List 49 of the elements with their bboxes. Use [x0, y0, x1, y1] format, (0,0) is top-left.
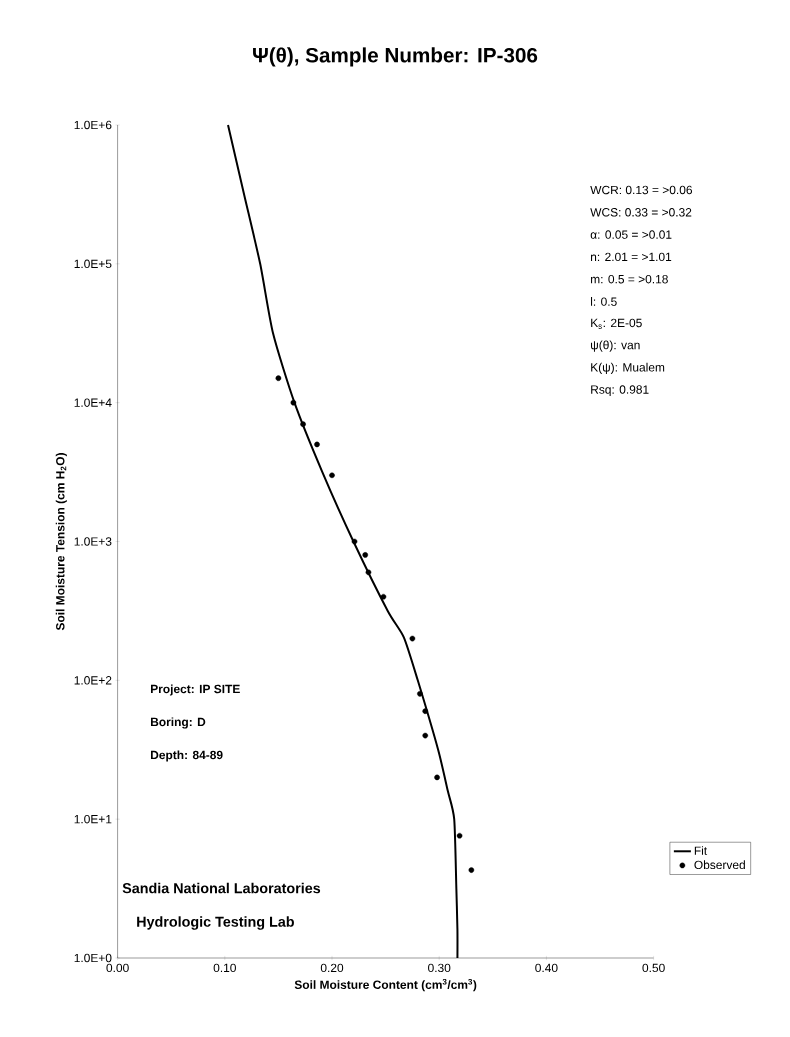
chart-title: Ψ(θ), Sample Number: IP-306	[253, 47, 538, 67]
annotation: n: 2.01 = >1.01	[591, 252, 672, 262]
annotation: ψ(θ): van	[590, 340, 640, 352]
annotation: Sandia National Laboratories	[122, 882, 321, 894]
y-tick-label: 1.0E+3	[74, 537, 112, 546]
annotation: WCR: 0.13 = >0.06	[590, 185, 693, 195]
annotation: Hydrologic Testing Lab	[137, 916, 294, 930]
y-axis-title: Soil Moisture Tension (cm H$_{2}$O)	[55, 453, 67, 631]
annotation: α: 0.05 = >0.01	[590, 230, 672, 239]
point	[409, 635, 416, 642]
x-tick-label: 0.40	[535, 963, 558, 973]
annotation: Rsq: 0.981	[591, 385, 649, 397]
legend-label: Fit	[694, 846, 708, 855]
y-tick-label: 1.0E+4	[74, 398, 112, 407]
annotation: m: 0.5 = >0.18	[591, 274, 668, 284]
annotation: WCS: 0.33 = >0.32	[590, 208, 692, 217]
point	[351, 538, 358, 545]
y-tick-label: 1.0E+1	[74, 814, 112, 824]
legend-label: Observed	[694, 860, 745, 870]
x-tick-label: 0.30	[428, 963, 451, 973]
annotation: Depth: 84-89	[151, 750, 223, 762]
x-tick-label: 0.20	[320, 963, 344, 973]
point	[417, 691, 423, 697]
x-tick-label: 0.10	[213, 963, 236, 973]
y-tick-label: 1.0E+0	[74, 953, 112, 963]
y-tick-label: 1.0E+2	[74, 676, 112, 685]
point	[422, 708, 429, 714]
point	[456, 832, 463, 839]
point	[329, 472, 335, 479]
point	[380, 593, 387, 600]
annotation: K$_{s}$: 2E-05	[591, 318, 642, 329]
annotation: Project: IP SITE	[151, 684, 240, 696]
annotation: K(ψ): Mualem	[591, 362, 665, 374]
point	[434, 774, 440, 781]
point	[468, 867, 475, 873]
point	[365, 569, 372, 576]
point	[362, 552, 369, 558]
point	[300, 421, 306, 427]
annotation: l: 0.5	[591, 297, 617, 306]
point	[314, 441, 320, 448]
x-tick-label: 0.50	[642, 963, 665, 973]
x-tick-label: 0.00	[106, 963, 129, 973]
x-axis-title: Soil Moisture Content (cm$^{3}$/cm$^{3}$)	[294, 978, 477, 992]
point	[422, 732, 429, 739]
annotation: Boring: D	[151, 717, 206, 729]
y-tick-label: 1.0E+5	[74, 259, 112, 269]
y-tick-label: 1.0E+6	[74, 120, 112, 130]
point	[290, 399, 297, 406]
point	[275, 375, 282, 381]
